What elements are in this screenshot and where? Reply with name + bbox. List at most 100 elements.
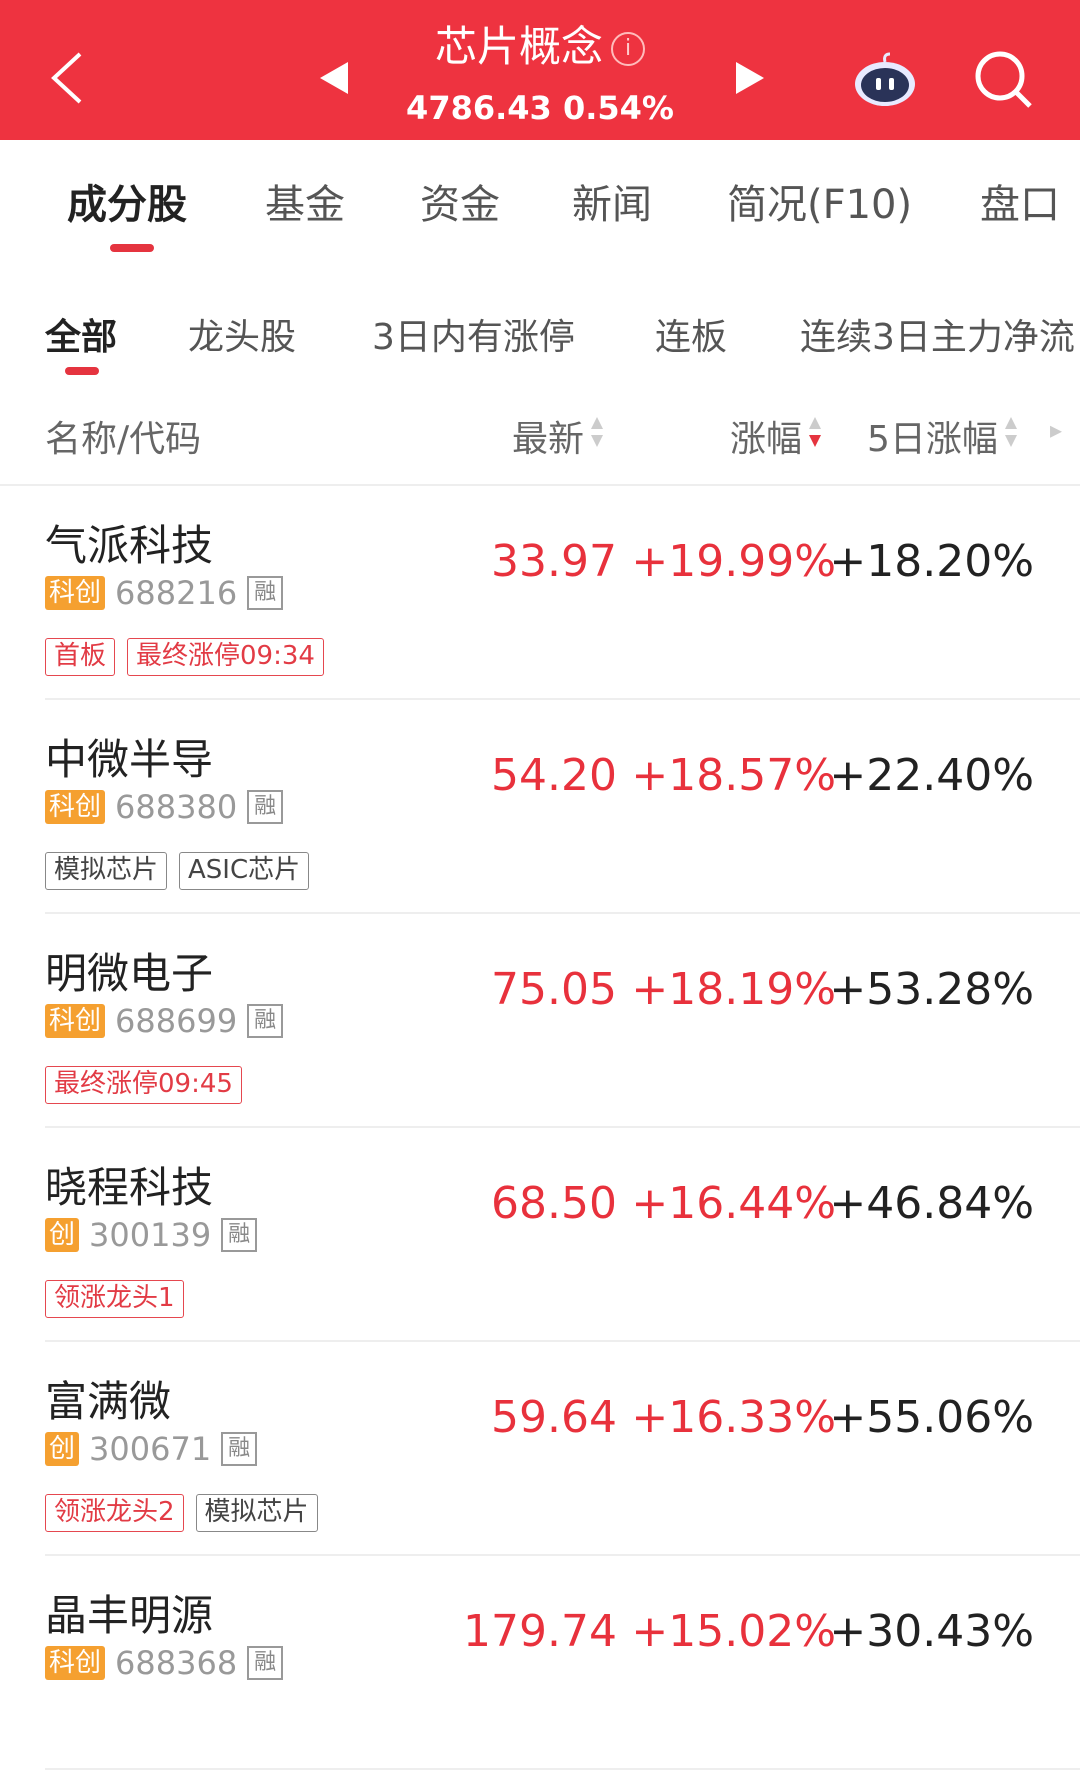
latest-price: 75.05 xyxy=(491,964,617,1015)
active-subtab-underline xyxy=(65,367,99,375)
active-tab-underline xyxy=(110,244,154,252)
margin-badge: 融 xyxy=(247,1004,284,1038)
col-name: 名称/代码 xyxy=(45,419,202,460)
col-change[interactable]: 涨幅 xyxy=(730,410,822,462)
main-tabs: 成分股 基金 资金 新闻 简况(F10) 盘口 xyxy=(0,172,1080,232)
col-change-label: 涨幅 xyxy=(730,419,803,460)
search-icon[interactable] xyxy=(972,48,1036,112)
margin-badge: 融 xyxy=(247,576,284,610)
latest-price: 59.64 xyxy=(491,1392,617,1443)
info-icon[interactable]: i xyxy=(611,32,645,66)
latest-price: 54.20 xyxy=(491,750,617,801)
stock-tag: 模拟芯片 xyxy=(45,852,168,890)
subtab-inflow-3d[interactable]: 连续3日主力净流 xyxy=(800,317,1075,358)
change-percent: +18.19% xyxy=(631,964,836,1015)
code-line: 科创 688368 融 xyxy=(45,1644,284,1682)
code-line: 科创 688699 融 xyxy=(45,1002,284,1040)
code-line: 创 300671 融 xyxy=(45,1430,258,1468)
change-5d: +22.40% xyxy=(829,750,1034,801)
header-divider xyxy=(0,484,1080,486)
row-divider xyxy=(45,1554,1080,1556)
board-badge: 科创 xyxy=(45,1646,106,1680)
margin-badge: 融 xyxy=(247,790,284,824)
tab-components[interactable]: 成分股 xyxy=(67,182,187,228)
stock-name: 晓程科技 xyxy=(45,1163,214,1212)
change-5d: +46.84% xyxy=(829,1178,1034,1229)
table-row[interactable]: 富满微 创 300671 融 领涨龙头2 模拟芯片 59.64 +16.33% +55… xyxy=(0,1342,1080,1556)
tab-f10[interactable]: 简况(F10) xyxy=(727,182,913,228)
tab-funds[interactable]: 基金 xyxy=(265,182,345,228)
col-change-5d-label: 5日涨幅 xyxy=(867,419,998,460)
subtab-consecutive[interactable]: 连板 xyxy=(655,317,728,358)
change-percent: +16.44% xyxy=(631,1178,836,1229)
stock-code: 688368 xyxy=(115,1644,238,1682)
stock-tag: 最终涨停09:34 xyxy=(127,638,324,676)
col-change-5d[interactable]: 5日涨幅 xyxy=(867,410,1018,462)
table-row[interactable]: 晶丰明源 科创 688368 融 179.74 +15.02% +30.43% xyxy=(0,1556,1080,1770)
tab-news[interactable]: 新闻 xyxy=(572,182,652,228)
stock-tag: 最终涨停09:45 xyxy=(45,1066,242,1104)
stock-tag: 模拟芯片 xyxy=(195,1494,318,1532)
tag-list: 模拟芯片 ASIC芯片 xyxy=(45,852,310,890)
latest-price: 68.50 xyxy=(491,1178,617,1229)
page-title: 芯片概念 i xyxy=(0,22,1080,72)
latest-price: 179.74 xyxy=(463,1606,617,1657)
change-5d: +53.28% xyxy=(829,964,1034,1015)
row-divider xyxy=(45,1126,1080,1128)
next-triangle-icon[interactable] xyxy=(736,62,764,94)
filter-tabs: 全部 龙头股 3日内有涨停 连板 连续3日主力净流 xyxy=(0,308,1080,358)
tab-order-book[interactable]: 盘口 xyxy=(980,182,1060,228)
stock-name: 中微半导 xyxy=(45,735,214,784)
margin-badge: 融 xyxy=(221,1218,258,1252)
col-latest-label: 最新 xyxy=(512,419,585,460)
board-badge: 科创 xyxy=(45,790,106,824)
stock-tag: ASIC芯片 xyxy=(179,852,310,890)
stock-tag: 首板 xyxy=(45,638,116,676)
margin-badge: 融 xyxy=(247,1646,284,1680)
board-badge: 创 xyxy=(45,1432,80,1466)
robot-assistant-icon[interactable] xyxy=(852,50,918,108)
stock-tag: 领涨龙头2 xyxy=(45,1494,184,1532)
back-chevron-icon[interactable] xyxy=(48,50,88,106)
sort-icon xyxy=(591,417,604,447)
change-5d: +55.06% xyxy=(829,1392,1034,1443)
stock-name: 晶丰明源 xyxy=(45,1591,214,1640)
tag-list: 领涨龙头1 xyxy=(45,1280,184,1318)
subtab-all[interactable]: 全部 xyxy=(45,317,118,358)
tag-list: 领涨龙头2 模拟芯片 xyxy=(45,1494,318,1532)
stock-code: 688699 xyxy=(115,1002,238,1040)
index-quote: 4786.43 0.54% xyxy=(0,88,1080,128)
board-badge: 科创 xyxy=(45,1004,106,1038)
sort-desc-icon xyxy=(809,417,822,447)
latest-price: 33.97 xyxy=(491,536,617,587)
code-line: 创 300139 融 xyxy=(45,1216,258,1254)
table-row[interactable]: 晓程科技 创 300139 融 领涨龙头1 68.50 +16.44% +46.84… xyxy=(0,1128,1080,1342)
code-line: 科创 688216 融 xyxy=(45,574,284,612)
prev-triangle-icon[interactable] xyxy=(320,62,348,94)
table-row[interactable]: 明微电子 科创 688699 融 最终涨停09:45 75.05 +18.19% +… xyxy=(0,914,1080,1128)
row-divider xyxy=(45,912,1080,914)
col-latest[interactable]: 最新 xyxy=(512,410,604,462)
change-percent: +19.99% xyxy=(631,536,836,587)
tag-list: 最终涨停09:45 xyxy=(45,1066,242,1104)
scroll-right-icon[interactable]: ▸ xyxy=(1050,416,1063,444)
board-badge: 创 xyxy=(45,1218,80,1252)
change-percent: +15.02% xyxy=(631,1606,836,1657)
stock-name: 明微电子 xyxy=(45,949,214,998)
change-5d: +18.20% xyxy=(829,536,1034,587)
board-badge: 科创 xyxy=(45,576,106,610)
change-percent: +16.33% xyxy=(631,1392,836,1443)
table-row[interactable]: 气派科技 科创 688216 融 首板 最终涨停09:34 33.97 +19.99%… xyxy=(0,486,1080,700)
stock-code: 688380 xyxy=(115,788,238,826)
row-divider xyxy=(45,1340,1080,1342)
subtab-limit-up-3d[interactable]: 3日内有涨停 xyxy=(372,317,575,358)
index-change: 0.54% xyxy=(562,89,674,127)
subtab-leaders[interactable]: 龙头股 xyxy=(188,317,297,358)
change-5d: +30.43% xyxy=(829,1606,1034,1657)
stock-code: 688216 xyxy=(115,574,238,612)
top-bar: 芯片概念 i 4786.43 0.54% xyxy=(0,0,1080,140)
stock-code: 300671 xyxy=(89,1430,212,1468)
table-row[interactable]: 中微半导 科创 688380 融 模拟芯片 ASIC芯片 54.20 +18.57% … xyxy=(0,700,1080,914)
tag-list: 首板 最终涨停09:34 xyxy=(45,638,324,676)
tab-capital[interactable]: 资金 xyxy=(420,182,500,228)
